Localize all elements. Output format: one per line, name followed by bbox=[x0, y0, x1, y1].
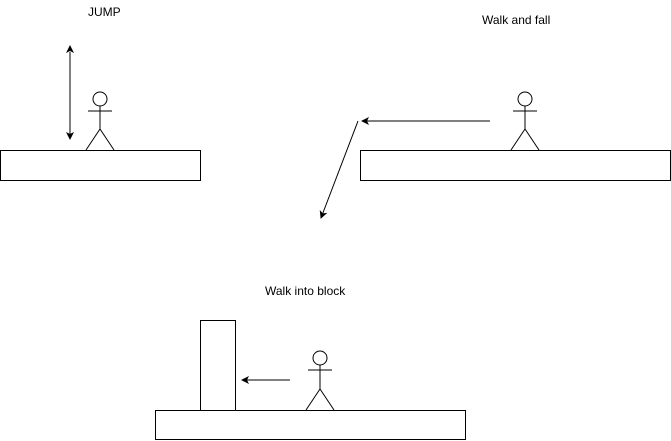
stick-figure-head bbox=[517, 91, 533, 107]
stick-figure-left-leg bbox=[305, 388, 321, 411]
stick-figure-right-leg bbox=[319, 388, 335, 411]
stick-figure-left-leg bbox=[85, 128, 101, 151]
fall-arrow bbox=[319, 120, 359, 219]
stick-figure-head bbox=[92, 91, 108, 107]
walk-into-block-scenario: Walk into block bbox=[155, 284, 466, 440]
walk-into-block-platform bbox=[155, 410, 466, 440]
jump-platform bbox=[0, 150, 201, 181]
walk-into-block-stick-figure bbox=[305, 350, 335, 411]
walk-and-fall-scenario: Walk and fall bbox=[319, 13, 671, 219]
stick-figure-right-leg bbox=[99, 128, 115, 151]
walk-and-fall-label: Walk and fall bbox=[482, 13, 550, 27]
stick-figure-head bbox=[312, 350, 328, 366]
walk-and-fall-stick-figure bbox=[510, 91, 540, 151]
walk-and-fall-platform bbox=[360, 150, 671, 181]
stick-figure-right-leg bbox=[524, 128, 540, 151]
jump-scenario: JUMP bbox=[0, 5, 201, 181]
walk-into-block-label: Walk into block bbox=[265, 284, 346, 298]
jump-stick-figure bbox=[85, 91, 115, 151]
jump-label: JUMP bbox=[88, 5, 121, 19]
stick-figure-left-leg bbox=[510, 128, 526, 151]
blocking-wall bbox=[200, 320, 236, 411]
